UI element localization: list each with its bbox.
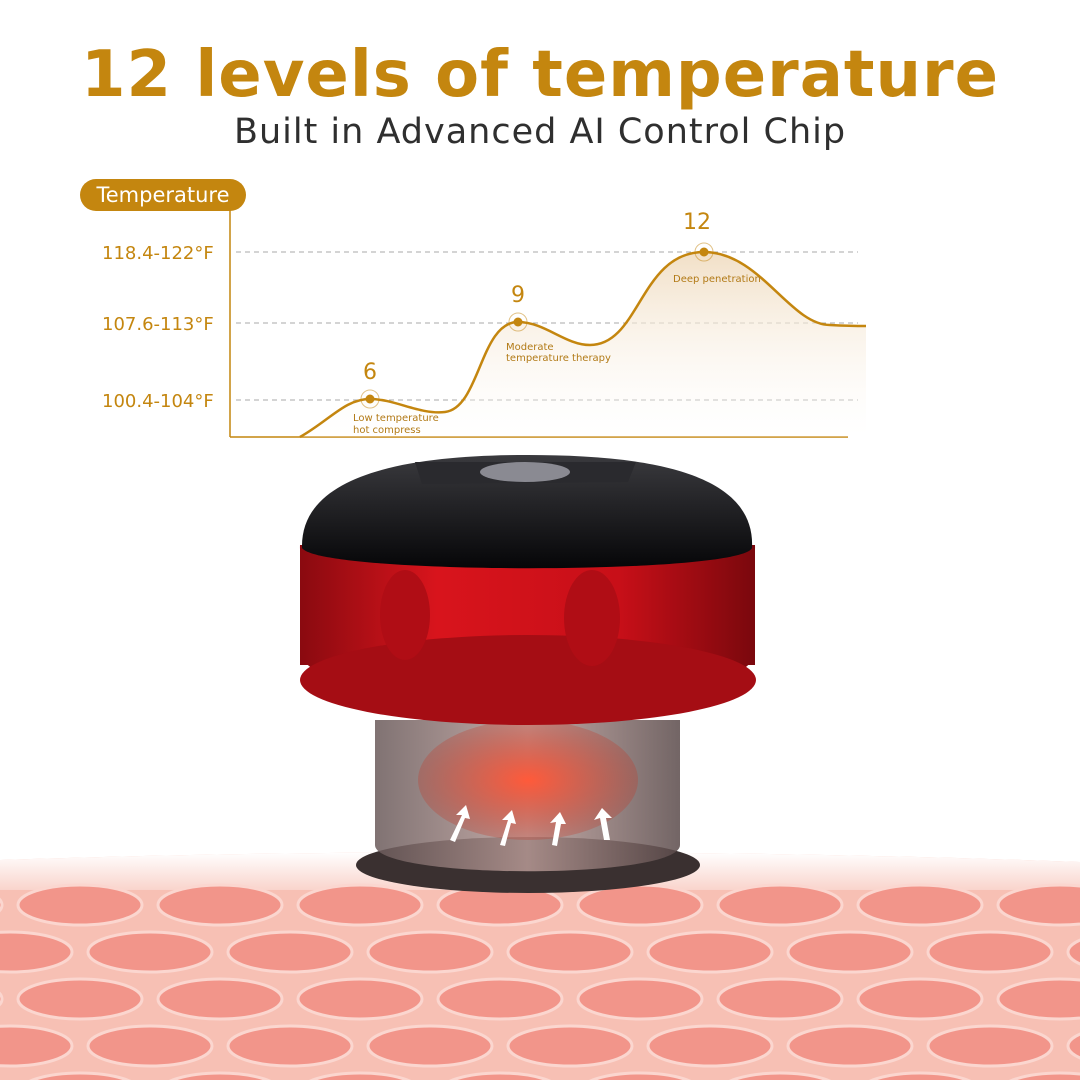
skin-cell: [576, 883, 704, 927]
skin-cell: [716, 883, 844, 927]
heat-arrows-icon: [450, 805, 612, 846]
skin-cell: [0, 991, 4, 1007]
skin-cell: [156, 977, 284, 1021]
level-12-note: Deep penetration: [673, 274, 761, 285]
headline: 12 levels of temperature: [81, 38, 999, 112]
subheadline: Built in Advanced AI Control Chip: [233, 112, 847, 152]
red-light-glow: [418, 720, 638, 840]
grip-left: [380, 570, 430, 660]
cupping-device: [299, 455, 756, 893]
y-label-low: 100.4-104°F: [102, 391, 214, 412]
skin-cell: [786, 930, 914, 974]
skin-cell: [1066, 938, 1080, 966]
level-6-label: 6: [363, 360, 377, 385]
skin-cell: [16, 977, 144, 1021]
level-9-note-1: Moderate: [506, 342, 554, 353]
skin-cell: [996, 883, 1080, 927]
y-label-high: 118.4-122°F: [102, 243, 214, 264]
skin-cell: [156, 883, 284, 927]
skin-cell: [16, 883, 144, 927]
skin-cell: [996, 977, 1080, 1021]
skin-cell: [856, 883, 984, 927]
skin-cell: [588, 1071, 692, 1080]
skin-cell: [1066, 1032, 1080, 1060]
skin-cell: [436, 977, 564, 1021]
skin-cell: [646, 1024, 774, 1068]
black-top-cover: [301, 455, 753, 569]
skin-cell: [856, 977, 984, 1021]
level-6-note-2: hot compress: [353, 425, 421, 436]
skin-illustration: [0, 852, 1080, 1080]
skin-cell: [926, 930, 1054, 974]
skin-cell: [1008, 1071, 1080, 1080]
skin-cell: [716, 977, 844, 1021]
y-label-mid: 107.6-113°F: [102, 314, 214, 335]
skin-cell: [576, 977, 704, 1021]
skin-cell: [0, 930, 74, 974]
grip-right: [564, 570, 620, 666]
skin-cell: [366, 1024, 494, 1068]
skin-cell: [226, 930, 354, 974]
temperature-curve: [299, 250, 867, 439]
skin-cell: [28, 1071, 132, 1080]
skin-cell: [366, 930, 494, 974]
skin-cell: [646, 930, 774, 974]
skin-cell: [506, 1024, 634, 1068]
display-screen: [480, 462, 570, 482]
skin-cell: [728, 1071, 832, 1080]
skin-cell: [86, 1024, 214, 1068]
skin-cell: [86, 930, 214, 974]
skin-cell: [506, 930, 634, 974]
level-12-label: 12: [683, 210, 711, 235]
temperature-chart: 6 9 12 Low temperature hot compress Mode…: [229, 207, 867, 439]
level-12-marker: [694, 242, 714, 262]
level-9-note-2: temperature therapy: [506, 353, 611, 364]
temperature-badge: Temperature: [80, 179, 246, 211]
level-9-label: 9: [511, 283, 525, 308]
skin-cell: [0, 897, 4, 913]
skin-cell: [926, 1024, 1054, 1068]
skin-cell: [448, 1071, 552, 1080]
skin-cell: [786, 1024, 914, 1068]
level-6-marker: [360, 389, 380, 409]
skin-cell: [308, 1071, 412, 1080]
skin-cell: [0, 1024, 74, 1068]
skin-cell: [226, 1024, 354, 1068]
skin-cell: [168, 1071, 272, 1080]
level-6-note-1: Low temperature: [353, 413, 439, 424]
level-9-marker: [508, 312, 528, 332]
skin-cell: [296, 977, 424, 1021]
skin-cell: [868, 1071, 972, 1080]
skin-cell: [296, 883, 424, 927]
